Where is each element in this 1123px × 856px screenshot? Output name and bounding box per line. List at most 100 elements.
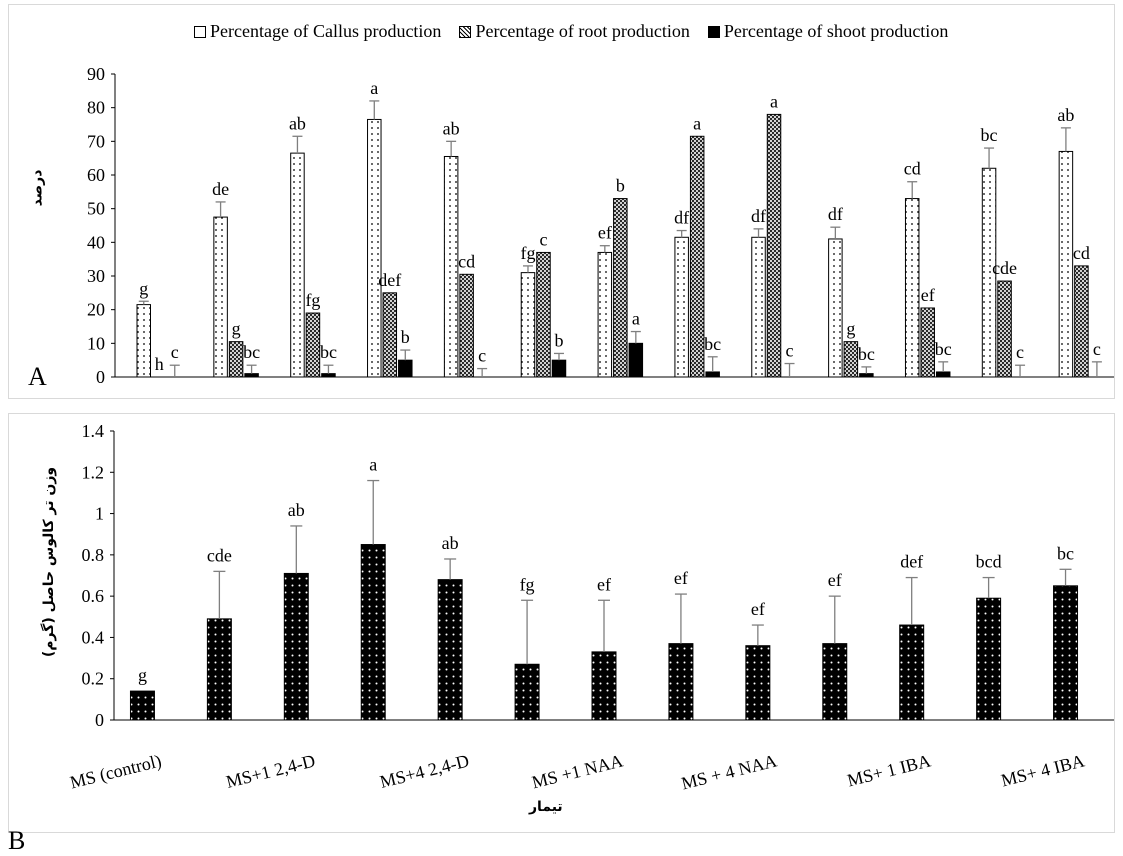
significance-letter: c <box>478 346 486 366</box>
bar-callus-weight <box>822 643 848 721</box>
bar-callus <box>904 198 920 378</box>
y-tick-label-a: 0 <box>96 367 105 387</box>
y-tick-label-b: 0.2 <box>82 669 105 689</box>
significance-letter: df <box>828 204 843 224</box>
y-tick-label-b: 0 <box>95 710 104 730</box>
significance-letter: ef <box>828 570 842 590</box>
y-tick-label-a: 10 <box>87 333 105 353</box>
bar-callus <box>367 118 382 378</box>
significance-letter: ab <box>442 533 459 553</box>
legend-swatch-root <box>459 25 472 38</box>
legend-label-root: Percentage of root production <box>475 21 690 41</box>
significance-letter: cde <box>207 545 232 565</box>
bar-callus <box>751 236 766 378</box>
legend-label-callus: Percentage of Callus production <box>210 21 442 41</box>
significance-letter: b <box>401 327 410 347</box>
significance-letter: bc <box>981 125 998 145</box>
bar-callus-weight <box>514 663 540 721</box>
significance-letter: c <box>539 229 547 249</box>
legend-item-shoot: Percentage of shoot production <box>707 21 949 42</box>
significance-letter: cd <box>458 251 475 271</box>
bar-callus-weight <box>437 579 463 721</box>
bar-shoot <box>321 373 336 378</box>
y-tick-label-b: 1.4 <box>82 421 105 441</box>
significance-letter: fg <box>520 243 535 263</box>
y-tick-label-b: 0.4 <box>82 627 105 647</box>
significance-letter: bcd <box>976 552 1002 572</box>
bar-root <box>228 341 244 378</box>
significance-letter: ef <box>751 599 765 619</box>
significance-letter: bc <box>320 342 337 362</box>
significance-letter: b <box>554 330 563 350</box>
significance-letter: bc <box>243 342 260 362</box>
y-tick-label-a: 50 <box>87 199 105 219</box>
y-tick-label-a: 40 <box>87 232 105 252</box>
y-tick-label-a: 80 <box>87 98 105 118</box>
significance-letter: a <box>370 78 378 98</box>
significance-letter: ef <box>921 285 935 305</box>
significance-letter: a <box>369 455 377 475</box>
significance-letter: b <box>616 176 625 196</box>
significance-letter: c <box>171 342 179 362</box>
significance-letter: ef <box>674 568 688 588</box>
bar-callus <box>443 155 459 378</box>
significance-letter: c <box>1016 342 1024 362</box>
y-tick-label-a: 90 <box>87 64 105 84</box>
bar-root <box>997 280 1012 378</box>
bar-callus <box>828 238 843 378</box>
bar-shoot <box>859 373 874 378</box>
significance-letter: de <box>212 179 229 199</box>
bar-callus-weight <box>360 544 386 721</box>
significance-letter: ef <box>597 574 611 594</box>
y-tick-label-b: 1 <box>95 504 104 524</box>
bar-callus <box>213 216 228 378</box>
significance-letter: c <box>786 341 794 361</box>
y-tick-label-a: 70 <box>87 131 105 151</box>
significance-letter: cd <box>1073 243 1090 263</box>
bar-callus-weight <box>745 645 771 721</box>
bar-callus-weight <box>206 618 232 721</box>
bar-root <box>382 292 398 378</box>
significance-letter: g <box>138 665 147 685</box>
significance-letter: ab <box>443 118 460 138</box>
significance-letter: fg <box>305 290 320 310</box>
bar-root <box>1074 265 1089 378</box>
bar-callus-weight <box>283 572 309 721</box>
bar-callus <box>290 152 305 378</box>
bar-root <box>613 198 628 378</box>
legend-swatch-shoot <box>707 25 720 38</box>
bar-root <box>766 113 782 378</box>
bar-callus <box>674 236 689 378</box>
significance-letter: def <box>900 552 923 572</box>
category-label: MS+4 2,4-D <box>378 750 471 791</box>
category-label: MS (control) <box>68 750 164 793</box>
bar-shoot <box>628 342 644 378</box>
significance-letter: a <box>770 91 778 111</box>
y-tick-label-a: 60 <box>87 165 105 185</box>
category-label: MS +1 NAA <box>530 750 625 792</box>
significance-letter: def <box>378 270 401 290</box>
bar-shoot <box>935 371 951 378</box>
category-label: MS + 4 NAA <box>679 750 779 793</box>
bar-callus-weight <box>976 597 1002 721</box>
bar-root <box>689 135 705 378</box>
panel-label-a: A <box>28 362 47 391</box>
bar-callus-weight <box>591 651 617 721</box>
legend-label-shoot: Percentage of shoot production <box>723 21 949 41</box>
significance-letter: df <box>751 206 766 226</box>
significance-letter: fg <box>520 574 535 594</box>
significance-letter: ab <box>289 113 306 133</box>
category-label: MS+ 4 IBA <box>999 750 1086 790</box>
significance-letter: h <box>155 354 164 374</box>
legend-item-root: Percentage of root production <box>459 21 690 42</box>
significance-letter: cd <box>904 159 921 179</box>
bar-callus-weight <box>668 643 694 721</box>
bar-callus <box>520 272 536 378</box>
x-axis-title-b: تیمار <box>529 799 563 815</box>
significance-letter: bc <box>858 344 875 364</box>
bar-callus-weight <box>899 624 925 721</box>
significance-letter: bc <box>935 339 952 359</box>
significance-letter: ab <box>1057 105 1074 125</box>
legend-swatch-callus <box>194 25 206 38</box>
bar-shoot <box>398 359 413 378</box>
